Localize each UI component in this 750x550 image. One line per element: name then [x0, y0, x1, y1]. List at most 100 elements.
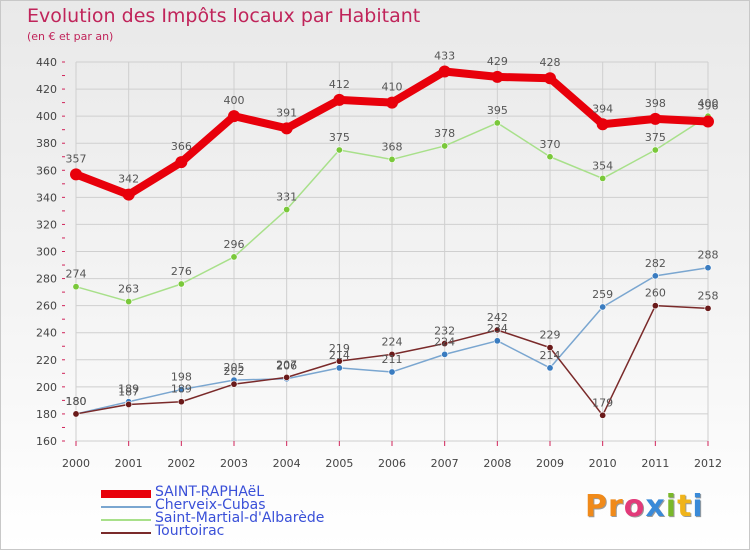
logo-letter: i [692, 489, 704, 524]
data-label: 357 [66, 152, 87, 165]
legend-item: SAINT-RAPHAëL [101, 484, 401, 502]
data-label: 206 [276, 360, 297, 373]
x-tick-label: 2010 [589, 457, 617, 470]
data-point [333, 93, 346, 106]
data-point [72, 283, 80, 291]
data-label: 395 [487, 104, 508, 117]
data-point [228, 110, 240, 123]
data-point [651, 272, 659, 280]
data-label: 214 [329, 349, 350, 362]
data-point [177, 280, 185, 288]
data-point [599, 411, 607, 419]
data-point [441, 142, 449, 150]
data-label: 263 [118, 283, 139, 296]
data-label: 288 [698, 249, 719, 262]
x-tick-label: 2005 [325, 457, 353, 470]
data-label: 180 [66, 395, 87, 408]
data-point [125, 400, 133, 408]
data-label: 224 [382, 335, 403, 348]
data-point [438, 65, 451, 78]
data-label: 258 [698, 289, 719, 302]
data-point [441, 340, 449, 348]
data-label: 429 [487, 55, 508, 68]
data-label: 234 [487, 322, 508, 335]
data-label: 260 [645, 287, 666, 300]
data-point [125, 298, 133, 306]
data-label: 202 [224, 365, 245, 378]
data-point [546, 153, 554, 161]
y-tick-label: 240 [36, 327, 57, 340]
y-tick-label: 260 [36, 300, 57, 313]
data-point [388, 350, 396, 358]
data-point [177, 386, 185, 394]
data-point [596, 118, 609, 131]
data-label: 198 [171, 371, 192, 384]
data-point [335, 146, 343, 154]
chart-subtitle: (en € et par an) [27, 30, 114, 43]
data-label: 282 [645, 257, 666, 270]
data-point [441, 350, 449, 358]
data-label: 189 [118, 383, 139, 396]
data-label: 229 [540, 329, 561, 342]
data-label: 211 [382, 353, 403, 366]
data-point [651, 146, 659, 154]
logo-letter: r [608, 489, 624, 524]
data-point [280, 122, 293, 135]
data-point [283, 206, 291, 214]
data-point [544, 72, 556, 85]
data-label: 205 [224, 361, 245, 374]
legend-swatch [101, 506, 151, 508]
data-label: 354 [592, 159, 613, 172]
data-point [649, 112, 662, 125]
x-tick-label: 2007 [431, 457, 459, 470]
data-point [283, 373, 291, 381]
data-point [651, 302, 659, 310]
data-point [388, 368, 396, 376]
data-label: 391 [276, 106, 297, 119]
legend-swatch [101, 490, 151, 498]
data-label: 274 [66, 268, 87, 281]
data-point [546, 344, 554, 352]
data-label: 410 [382, 81, 403, 94]
data-point [388, 155, 396, 163]
proxiti-logo: Proxiti [585, 489, 704, 524]
data-point [230, 253, 238, 261]
data-point [122, 188, 135, 201]
data-label: 180 [66, 395, 87, 408]
data-point [335, 364, 343, 372]
x-tick-label: 2012 [694, 457, 722, 470]
data-point [493, 326, 501, 334]
data-label: 342 [118, 173, 139, 186]
data-label: 400 [224, 94, 245, 107]
y-tick-label: 180 [36, 408, 57, 421]
data-point [386, 96, 398, 109]
x-tick-label: 2003 [220, 457, 248, 470]
data-point [70, 168, 82, 181]
y-tick-label: 420 [36, 83, 57, 96]
y-tick-label: 440 [36, 56, 57, 69]
x-tick-label: 2008 [483, 457, 511, 470]
legend-item: Tourtoirac [101, 523, 401, 541]
x-tick-label: 2011 [641, 457, 669, 470]
data-point [177, 398, 185, 406]
y-tick-label: 320 [36, 218, 57, 231]
x-tick-label: 2001 [115, 457, 143, 470]
legend-label: Cherveix-Cubas [155, 497, 266, 513]
logo-letter: i [665, 489, 678, 524]
y-tick-label: 340 [36, 191, 57, 204]
data-label: 368 [382, 140, 403, 153]
y-tick-label: 220 [36, 354, 57, 367]
data-point [704, 264, 712, 272]
y-tick-label: 360 [36, 164, 57, 177]
logo-letter: o [623, 489, 646, 524]
data-point [175, 156, 188, 169]
data-point [230, 380, 238, 388]
data-point [491, 70, 504, 83]
data-label: 433 [434, 49, 455, 62]
x-tick-label: 2002 [167, 457, 195, 470]
data-label: 189 [171, 383, 192, 396]
legend-label: SAINT-RAPHAëL [155, 484, 265, 500]
chart-title: Evolution des Impôts locaux par Habitant [27, 5, 421, 27]
data-point [702, 115, 714, 128]
y-tick-label: 380 [36, 137, 57, 150]
